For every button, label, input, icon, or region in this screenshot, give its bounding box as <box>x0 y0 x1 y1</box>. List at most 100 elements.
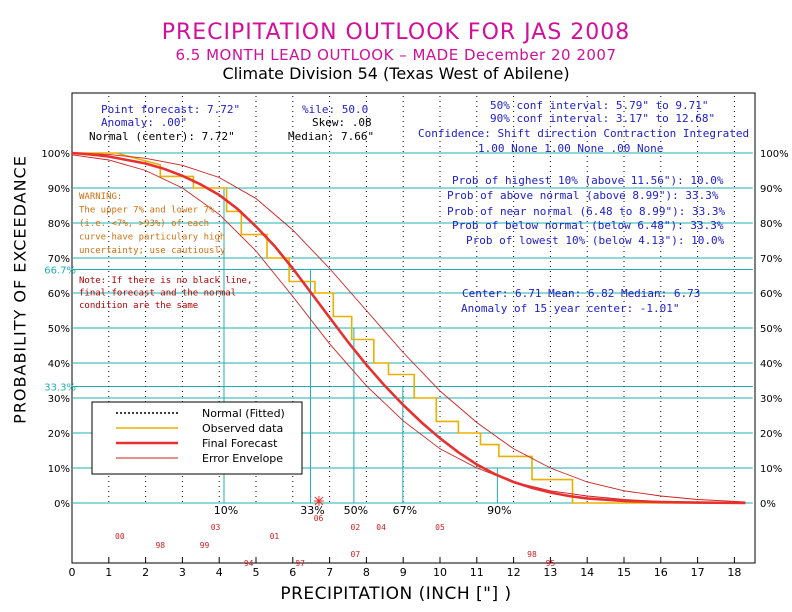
legend-label: Final Forecast <box>202 437 278 450</box>
x-tick-label-10: 10 <box>433 566 447 579</box>
legend-label: Error Envelope <box>202 452 283 465</box>
x-tick-label-2: 2 <box>142 566 149 579</box>
y-extra-label: 33.3% <box>44 382 76 393</box>
note-text: condition are the same <box>79 301 198 311</box>
y-tick-label-right-100: 100% <box>760 149 789 160</box>
final-forecast-line <box>71 151 746 505</box>
chart-title: PRECIPITATION OUTLOOK FOR JAS 2008 <box>161 20 631 45</box>
legend-label: Observed data <box>202 422 283 435</box>
year-label: 94 <box>244 559 254 568</box>
year-label: 07 <box>351 550 361 559</box>
stat-normal-center: Normal (center): 7.72" <box>89 130 235 143</box>
x-tick-label-9: 9 <box>400 566 407 579</box>
y-tick-label-right-40: 40% <box>760 359 782 370</box>
x-tick-label-14: 14 <box>580 566 594 579</box>
x-tick-label-17: 17 <box>691 566 705 579</box>
year-label: 00 <box>115 532 125 541</box>
warning-text: (i.e. <7%, >93%) of each <box>79 219 209 229</box>
x-tick-label-16: 16 <box>654 566 668 579</box>
y-tick-label-left-20: 20% <box>48 429 70 440</box>
year-label: 05 <box>435 523 445 532</box>
legend-box <box>91 401 303 475</box>
year-label: 97 <box>295 559 305 568</box>
y-tick-label-left-70: 70% <box>48 254 70 265</box>
y-tick-label-left-10: 10% <box>48 464 70 475</box>
quantile-label-50: 50% <box>344 504 368 517</box>
year-label: 98 <box>155 541 165 550</box>
year-label: 98 <box>527 550 537 559</box>
y-tick-label-left-40: 40% <box>48 359 70 370</box>
y-tick-label-left-90: 90% <box>48 184 70 195</box>
x-tick-label-4: 4 <box>216 566 223 579</box>
y-tick-label-right-80: 80% <box>760 219 782 230</box>
error-envelope-upper <box>71 152 746 503</box>
warning-text: The upper 7% and lower 7% <box>79 206 215 216</box>
y-tick-label-right-50: 50% <box>760 324 782 335</box>
anomaly-15yr: Anomaly of 15 year center: -1.01" <box>461 302 680 315</box>
x-tick-label-5: 5 <box>253 566 260 579</box>
center-mean-median: Center: 6.71 Mean: 6.82 Median: 6.73 <box>462 287 700 300</box>
observed-data-line <box>72 152 746 504</box>
warning-text: uncertainty; use cautiously <box>79 246 226 256</box>
year-label: 95 <box>546 559 556 568</box>
stat-anomaly: Anomaly: .00" <box>101 116 187 129</box>
error-envelope-lower <box>71 154 746 504</box>
y-tick-label-right-70: 70% <box>760 254 782 265</box>
x-tick-label-13: 13 <box>543 566 557 579</box>
stat-percentile: %ile: 50.0 <box>302 103 368 116</box>
note-text: final forecast and the normal <box>79 289 236 299</box>
x-axis-label: PRECIPITATION (INCH ["] ) <box>280 584 512 604</box>
year-label: 01 <box>270 532 280 541</box>
x-tick-label-11: 11 <box>470 566 484 579</box>
note-text: Note: If there is no black line, <box>79 276 252 286</box>
prob-highest-10: Prob of highest 10% (above 11.56"): 10.0… <box>452 174 724 187</box>
year-label: 03 <box>211 523 221 532</box>
conf-interval-90: 90% conf interval: 3.17" to 12.68" <box>490 112 715 125</box>
x-tick-label-6: 6 <box>289 566 296 579</box>
x-tick-label-18: 18 <box>727 566 741 579</box>
y-tick-label-left-100: 100% <box>41 149 70 160</box>
year-label: 04 <box>376 523 386 532</box>
x-tick-label-8: 8 <box>363 566 370 579</box>
stat-point-forecast: Point forecast: 7.72" <box>101 103 240 116</box>
confidence-header: Confidence: Shift direction Contraction … <box>418 127 749 140</box>
stat-median: Median: 7.66" <box>288 130 374 143</box>
x-tick-label-0: 0 <box>69 566 76 579</box>
y-tick-label-right-20: 20% <box>760 429 782 440</box>
conf-interval-50: 50% conf interval: 5.79" to 9.71" <box>490 99 709 112</box>
x-tick-label-15: 15 <box>617 566 631 579</box>
prob-above-normal: Prob of above normal (above 8.99"): 33.3… <box>447 189 719 202</box>
x-tick-label-3: 3 <box>179 566 186 579</box>
prob-below-normal: Prob of below normal (below 6.48"): 33.3… <box>452 219 724 232</box>
y-tick-label-right-60: 60% <box>760 289 782 300</box>
year-label: 02 <box>351 523 361 532</box>
quantile-label-67: 67% <box>393 504 417 517</box>
legend: Normal (Fitted) Observed data Final Foreca… <box>91 401 303 475</box>
y-tick-label-right-10: 10% <box>760 464 782 475</box>
y-tick-label-left-80: 80% <box>48 219 70 230</box>
quantile-label-33: 33% <box>300 504 324 517</box>
center-marker-icon <box>313 496 324 506</box>
prob-near-normal: Prob of near normal (6.48 to 8.99"): 33.… <box>447 205 726 218</box>
legend-label: Normal (Fitted) <box>202 407 285 420</box>
quantile-label-10: 10% <box>214 504 238 517</box>
x-tick-label-7: 7 <box>326 566 333 579</box>
y-tick-label-left-60: 60% <box>48 289 70 300</box>
x-tick-label-1: 1 <box>105 566 112 579</box>
year-label: 06 <box>314 514 324 523</box>
warning-text: curve have particulary high <box>79 233 225 243</box>
warning-text: WARNING: <box>79 192 122 202</box>
y-tick-label-left-30: 30% <box>48 394 70 405</box>
y-tick-label-left-0: 0% <box>54 499 70 510</box>
stat-skew: Skew: .08 <box>312 116 372 129</box>
x-tick-label-12: 12 <box>507 566 521 579</box>
y-tick-label-right-90: 90% <box>760 184 782 195</box>
y-tick-label-left-50: 50% <box>48 324 70 335</box>
y-tick-label-right-30: 30% <box>760 394 782 405</box>
confidence-values: 1.00 None 1.00 None .00 None <box>478 142 663 155</box>
climate-division: Climate Division 54 (Texas West of Abile… <box>222 64 570 83</box>
quantile-label-90: 90% <box>487 504 511 517</box>
y-extra-label: 66.7% <box>44 266 76 277</box>
y-tick-label-right-0: 0% <box>760 499 776 510</box>
